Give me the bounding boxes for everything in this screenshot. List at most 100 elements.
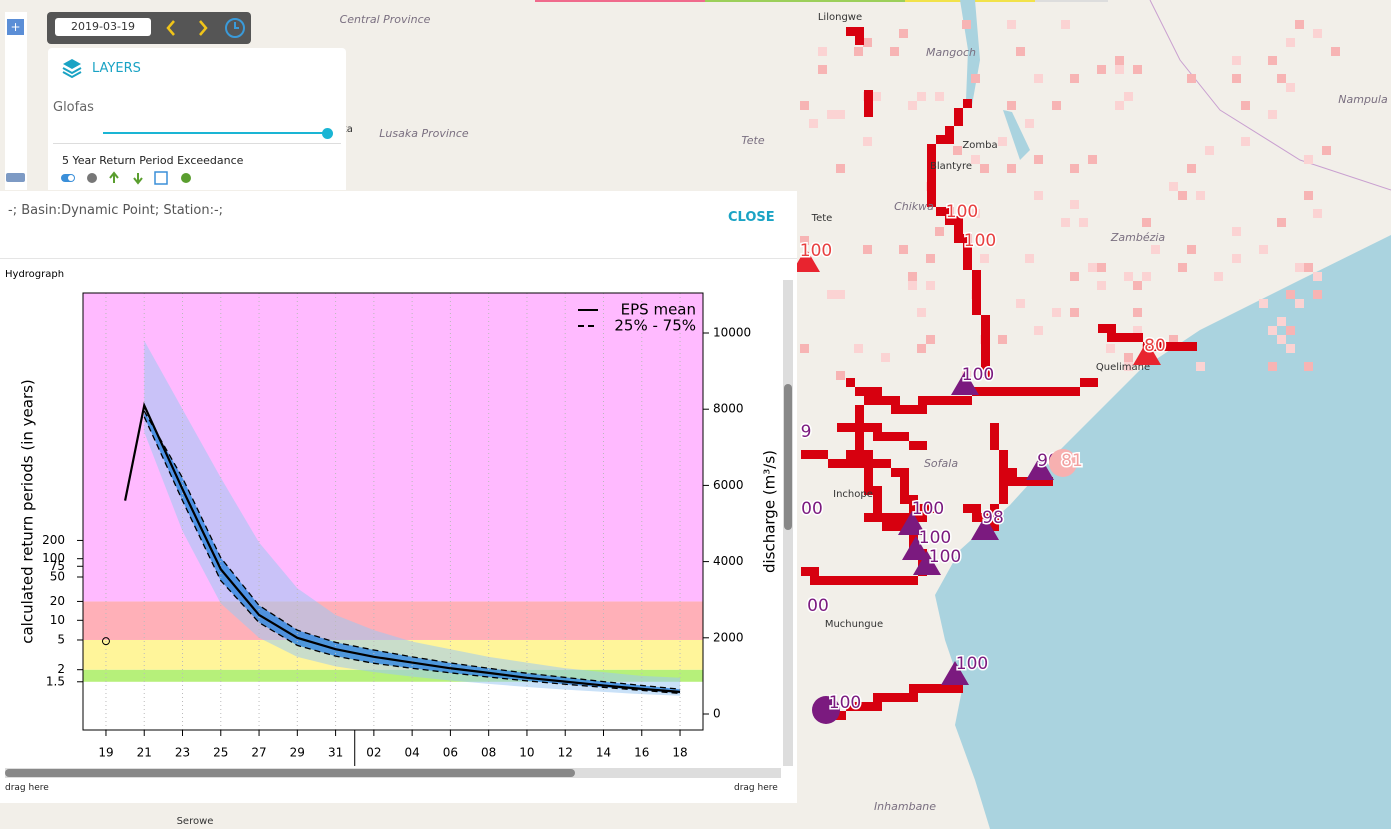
- flood-cell: [1034, 74, 1043, 83]
- y-tick-label: 2: [57, 662, 65, 676]
- flood-cell: [1304, 191, 1313, 200]
- y-tick-label: 20: [50, 594, 65, 608]
- prev-day[interactable]: [166, 20, 175, 36]
- flood-cell: [963, 243, 972, 252]
- layer-tools: [61, 171, 191, 185]
- flood-cell: [1070, 272, 1079, 281]
- place-label: Lusaka Province: [379, 127, 469, 140]
- flood-cell: [917, 308, 926, 317]
- opacity-slider[interactable]: [103, 132, 328, 134]
- flood-cell: [999, 450, 1008, 459]
- flood-cell: [1080, 378, 1089, 387]
- flood-cell: [1034, 326, 1043, 335]
- flood-cell: [864, 90, 873, 99]
- clock[interactable]: [225, 18, 245, 38]
- flood-cell: [1259, 299, 1268, 308]
- place-label: Serowe: [177, 816, 214, 827]
- ocean: [935, 235, 1391, 829]
- zoom-slider[interactable]: [6, 173, 25, 182]
- move-down[interactable]: [133, 173, 143, 185]
- flood-cell: [873, 513, 882, 522]
- marker-label: 100: [912, 499, 944, 519]
- opacity-handle[interactable]: [322, 128, 333, 139]
- move-up[interactable]: [109, 171, 119, 183]
- flood-cell: [1017, 387, 1026, 396]
- flood-cell: [900, 486, 909, 495]
- flood-cell: [909, 684, 918, 693]
- layer-group[interactable]: Glofas: [53, 100, 94, 115]
- flood-cell: [819, 450, 828, 459]
- flood-cell: [863, 137, 872, 146]
- marker-label: 98: [982, 508, 1004, 528]
- flood-cell: [972, 504, 981, 513]
- flood-cell: [800, 344, 809, 353]
- flood-cell: [873, 504, 882, 513]
- flood-cell: [836, 110, 845, 119]
- date-input[interactable]: 2019-03-19: [55, 18, 151, 36]
- flood-cell: [1026, 477, 1035, 486]
- station-marker: [951, 371, 979, 395]
- flood-cell: [846, 423, 855, 432]
- flood-cell: [918, 684, 927, 693]
- flood-cell: [855, 36, 864, 45]
- next-day[interactable]: [199, 20, 208, 36]
- flood-cell: [1313, 272, 1322, 281]
- flood-cell: [1313, 29, 1322, 38]
- flood-cell: [827, 110, 836, 119]
- flood-cell: [882, 513, 891, 522]
- flood-cell: [990, 504, 999, 513]
- remove[interactable]: [87, 173, 97, 183]
- interquartile-area: [144, 411, 681, 694]
- flood-cell: [981, 315, 990, 324]
- flood-cell: [1322, 146, 1331, 155]
- h-scroll-thumb[interactable]: [5, 769, 575, 777]
- station-marker: [792, 248, 820, 272]
- flood-cell: [945, 684, 954, 693]
- zoom-in[interactable]: +: [7, 19, 24, 35]
- flood-cell: [1097, 65, 1106, 74]
- drag-handle-right[interactable]: drag here: [734, 783, 778, 793]
- flood-cell: [1169, 182, 1178, 191]
- v-scroll-thumb[interactable]: [784, 384, 792, 530]
- flood-cell: [863, 38, 872, 47]
- drag-handle-left[interactable]: drag here: [5, 783, 49, 793]
- flood-cell: [836, 371, 845, 380]
- flood-cell: [1035, 477, 1044, 486]
- flood-cell: [1115, 101, 1124, 110]
- flood-cell: [1187, 245, 1196, 254]
- flood-cell: [1070, 200, 1079, 209]
- flood-cell: [908, 101, 917, 110]
- observed-point: [101, 637, 110, 646]
- flood-cell: [1268, 362, 1277, 371]
- h-scrollbar: [5, 768, 781, 778]
- flood-cell: [1124, 353, 1133, 362]
- flood-cell: [891, 576, 900, 585]
- flood-cell: [855, 450, 864, 459]
- x-tick-label: 04: [404, 746, 419, 760]
- flood-cell: [837, 459, 846, 468]
- flood-cell: [810, 567, 819, 576]
- flood-cell: [1098, 324, 1107, 333]
- legend-label: EPS mean: [621, 301, 696, 319]
- close-button[interactable]: CLOSE: [728, 210, 775, 225]
- flood-cell: [891, 405, 900, 414]
- flood-cell: [990, 423, 999, 432]
- flood-cell: [954, 684, 963, 693]
- flood-cell: [936, 684, 945, 693]
- flood-cell: [864, 702, 873, 711]
- info[interactable]: [181, 173, 191, 183]
- flood-cell: [864, 423, 873, 432]
- flood-cell: [1134, 333, 1143, 342]
- flood-cell: [827, 290, 836, 299]
- place-label: Blantyre: [930, 161, 972, 172]
- flood-cell: [882, 396, 891, 405]
- flood-cell: [1124, 92, 1133, 101]
- x-tick-label: 29: [290, 746, 305, 760]
- marker-label: 9: [801, 422, 812, 442]
- x-tick-label: 08: [481, 746, 496, 760]
- zoom-extent[interactable]: [154, 171, 168, 185]
- flood-cell: [999, 459, 1008, 468]
- flood-cell: [1070, 308, 1079, 317]
- flood-cell: [891, 396, 900, 405]
- flood-cell: [918, 405, 927, 414]
